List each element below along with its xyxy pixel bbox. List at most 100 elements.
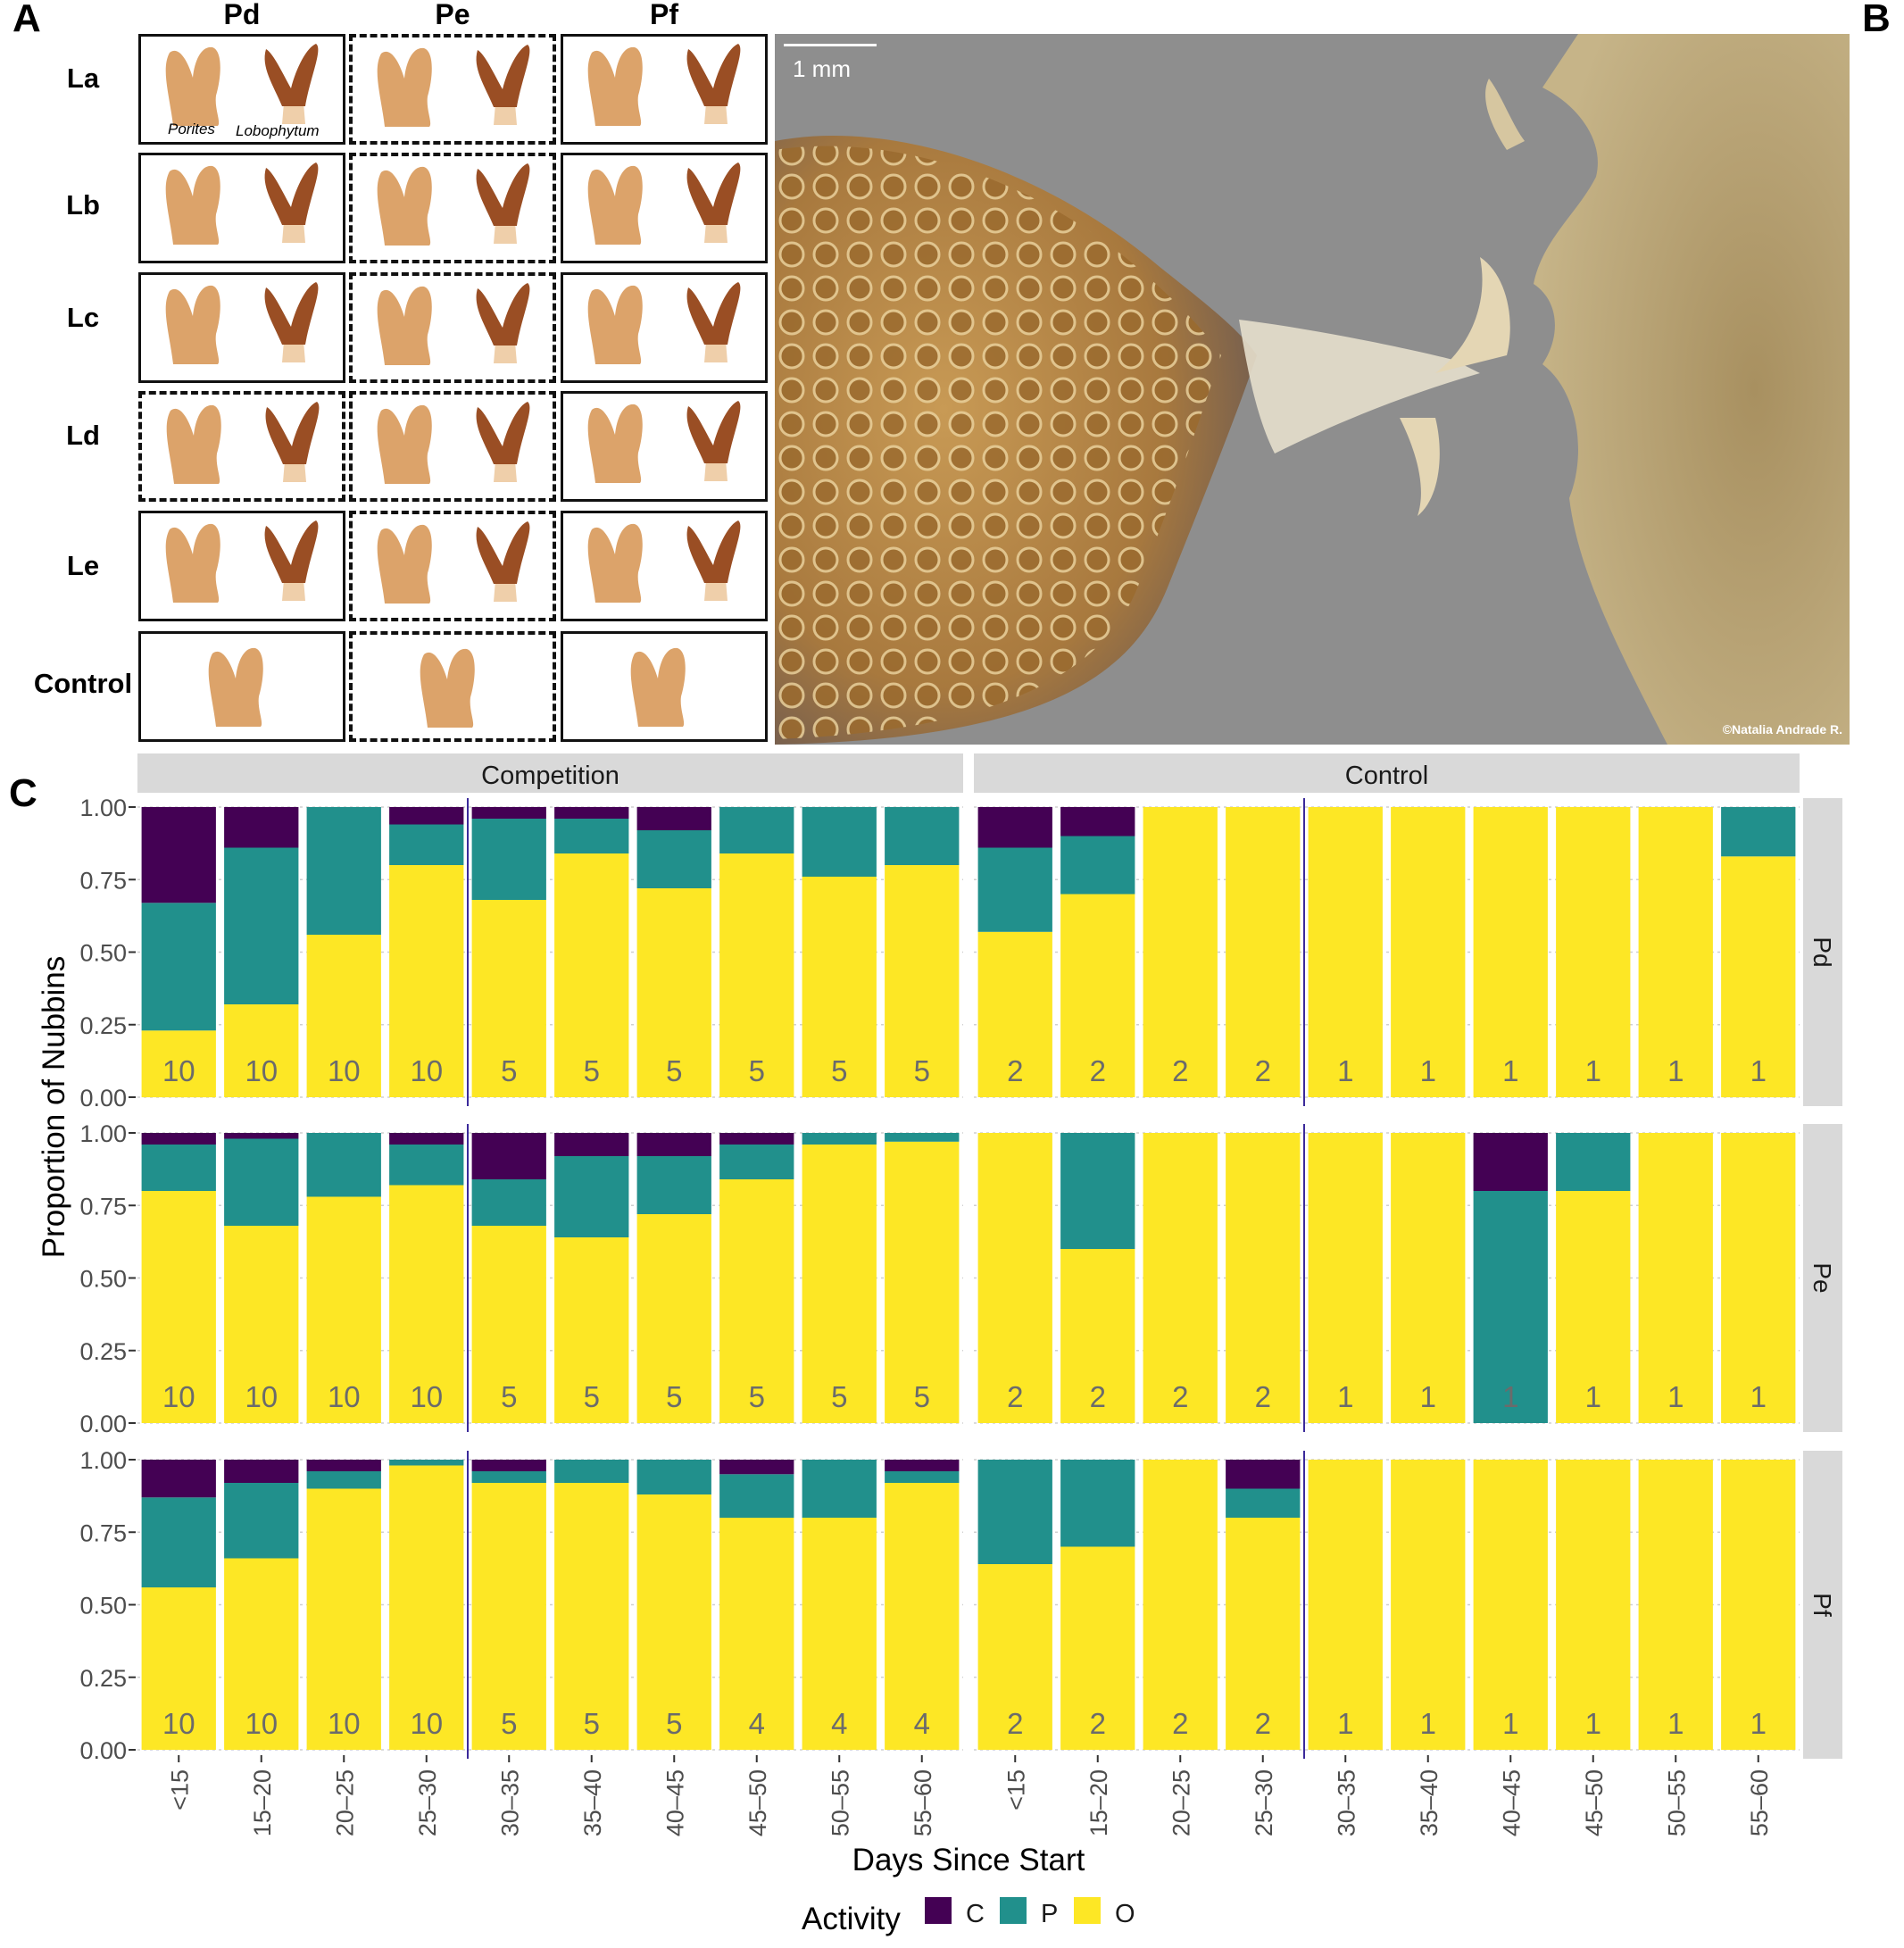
count-label: 1 [1585,1380,1601,1413]
count-label: 1 [1337,1380,1353,1413]
bar-P-pd-control [1721,807,1796,857]
count-label: 5 [584,1054,600,1087]
activity-chart: C Competition Control Pd Pe Pf 0.00 0.25 0.50 0.… [9,753,1842,1936]
bar-O-pe-competition [141,1191,216,1423]
porites-icon [377,524,432,604]
row-header-ld: Ld [66,420,100,451]
count-label: 5 [749,1054,765,1087]
count-label: 1 [1750,1054,1767,1087]
lobophytum-colony [1534,34,1850,745]
porites-icon [377,404,432,484]
column-header-pe: Pe [435,0,470,30]
bar-O-pd-control [977,931,1052,1097]
treatment-cell-la-pe [349,34,556,145]
count-label: 5 [501,1380,517,1413]
lobophytum-icon [264,520,319,583]
count-label: 10 [162,1707,195,1740]
count-label: 10 [410,1380,443,1413]
bar-P-pf-competition [719,1474,794,1519]
count-label: 2 [1172,1054,1188,1087]
count-label: 1 [1585,1707,1601,1740]
legend-swatch-o [1074,1897,1101,1924]
treatment-cell-ld-pe [349,391,556,502]
count-label: 1 [1502,1054,1518,1087]
porites-icon [587,285,643,364]
bar-C-pf-competition [885,1460,960,1471]
photo-drawing: 1 mm ©Natalia Andrade R. [775,34,1850,745]
count-label: 10 [245,1707,278,1740]
porites-icon [165,285,220,364]
bar-P-pe-competition [389,1145,464,1186]
count-label: 2 [1172,1707,1188,1740]
bar-C-pd-competition [636,807,711,830]
bar-O-pf-competition [141,1587,216,1750]
bar-P-pd-competition [885,807,960,865]
bar-O-pe-control [977,1133,1052,1423]
count-label: 2 [1090,1054,1106,1087]
bar-P-pf-competition [306,1471,381,1489]
bar-C-pe-competition [141,1133,216,1145]
x-tick-label: 15–20 [1085,1769,1112,1836]
porites-icon [166,404,221,484]
bar-O-pf-competition [554,1483,629,1750]
x-tick-label: 15–20 [249,1769,276,1836]
porites-polyps [775,146,1221,739]
bar-O-pd-control [1556,807,1631,1097]
facet-strip-pd [1803,798,1842,1106]
y-tick-label: 0.00 [79,1737,127,1764]
bar-O-pf-competition [224,1558,299,1750]
bar-O-pe-control [1721,1133,1796,1423]
count-label: 5 [914,1380,930,1413]
count-label: 2 [1007,1054,1023,1087]
lobophytum-icon [264,44,319,106]
bar-O-pf-control [1473,1460,1548,1750]
count-label: 5 [584,1380,600,1413]
count-label: 1 [1420,1054,1436,1087]
facet-strip-label: Pe [1808,1262,1836,1293]
bar-O-pf-control [1721,1460,1796,1750]
treatment-cell-le-pf [561,511,768,621]
bar-P-pe-control [1473,1191,1548,1423]
bar-P-pd-competition [554,819,629,853]
bar-O-pe-competition [554,1237,629,1423]
bar-P-pe-competition [554,1156,629,1237]
bar-P-pf-competition [141,1497,216,1588]
count-label: 10 [245,1054,278,1087]
count-label: 5 [749,1380,765,1413]
x-tick-label: 50–55 [1663,1769,1690,1836]
porites-icon [165,523,220,603]
facet-strip-label: Pd [1808,937,1836,967]
row-header-lc: Lc [66,302,100,333]
lobophytum-base-icon [494,342,517,363]
bar-P-pe-competition [471,1179,546,1226]
legend-swatch-c [925,1897,952,1924]
y-tick-label: 0.25 [79,1338,127,1365]
panel-a-label: A [12,0,41,40]
y-tick-label: 0.00 [79,1411,127,1437]
y-tick-label: 0.25 [79,1665,127,1692]
count-label: 1 [1502,1380,1518,1413]
bar-P-pe-competition [885,1133,960,1142]
bar-O-pd-control [1721,856,1796,1098]
bar-C-pd-competition [554,807,629,819]
y-tick-label: 0.50 [79,1593,127,1619]
porites-icon [377,286,432,365]
lobophytum-base-icon [494,461,517,482]
count-label: 1 [1667,1054,1684,1087]
lobophytum-icon [476,521,530,584]
treatment-cell-lc-pf [561,272,768,383]
bar-O-pf-control [1391,1460,1466,1750]
lobophytum-icon [476,402,530,464]
lobophytum-icon [686,162,741,225]
treatment-cell-ld-pf [561,391,768,502]
x-tick-label: 25–30 [1251,1769,1277,1836]
bar-O-pe-competition [471,1226,546,1423]
bar-O-pe-control [1638,1133,1713,1423]
y-tick-label: 0.25 [79,1012,127,1039]
count-label: 10 [328,1380,361,1413]
count-label: 5 [501,1054,517,1087]
bar-O-pd-control [1391,807,1466,1097]
bar-O-pf-competition [719,1518,794,1750]
bar-P-pf-competition [471,1471,546,1483]
count-label: 10 [328,1707,361,1740]
